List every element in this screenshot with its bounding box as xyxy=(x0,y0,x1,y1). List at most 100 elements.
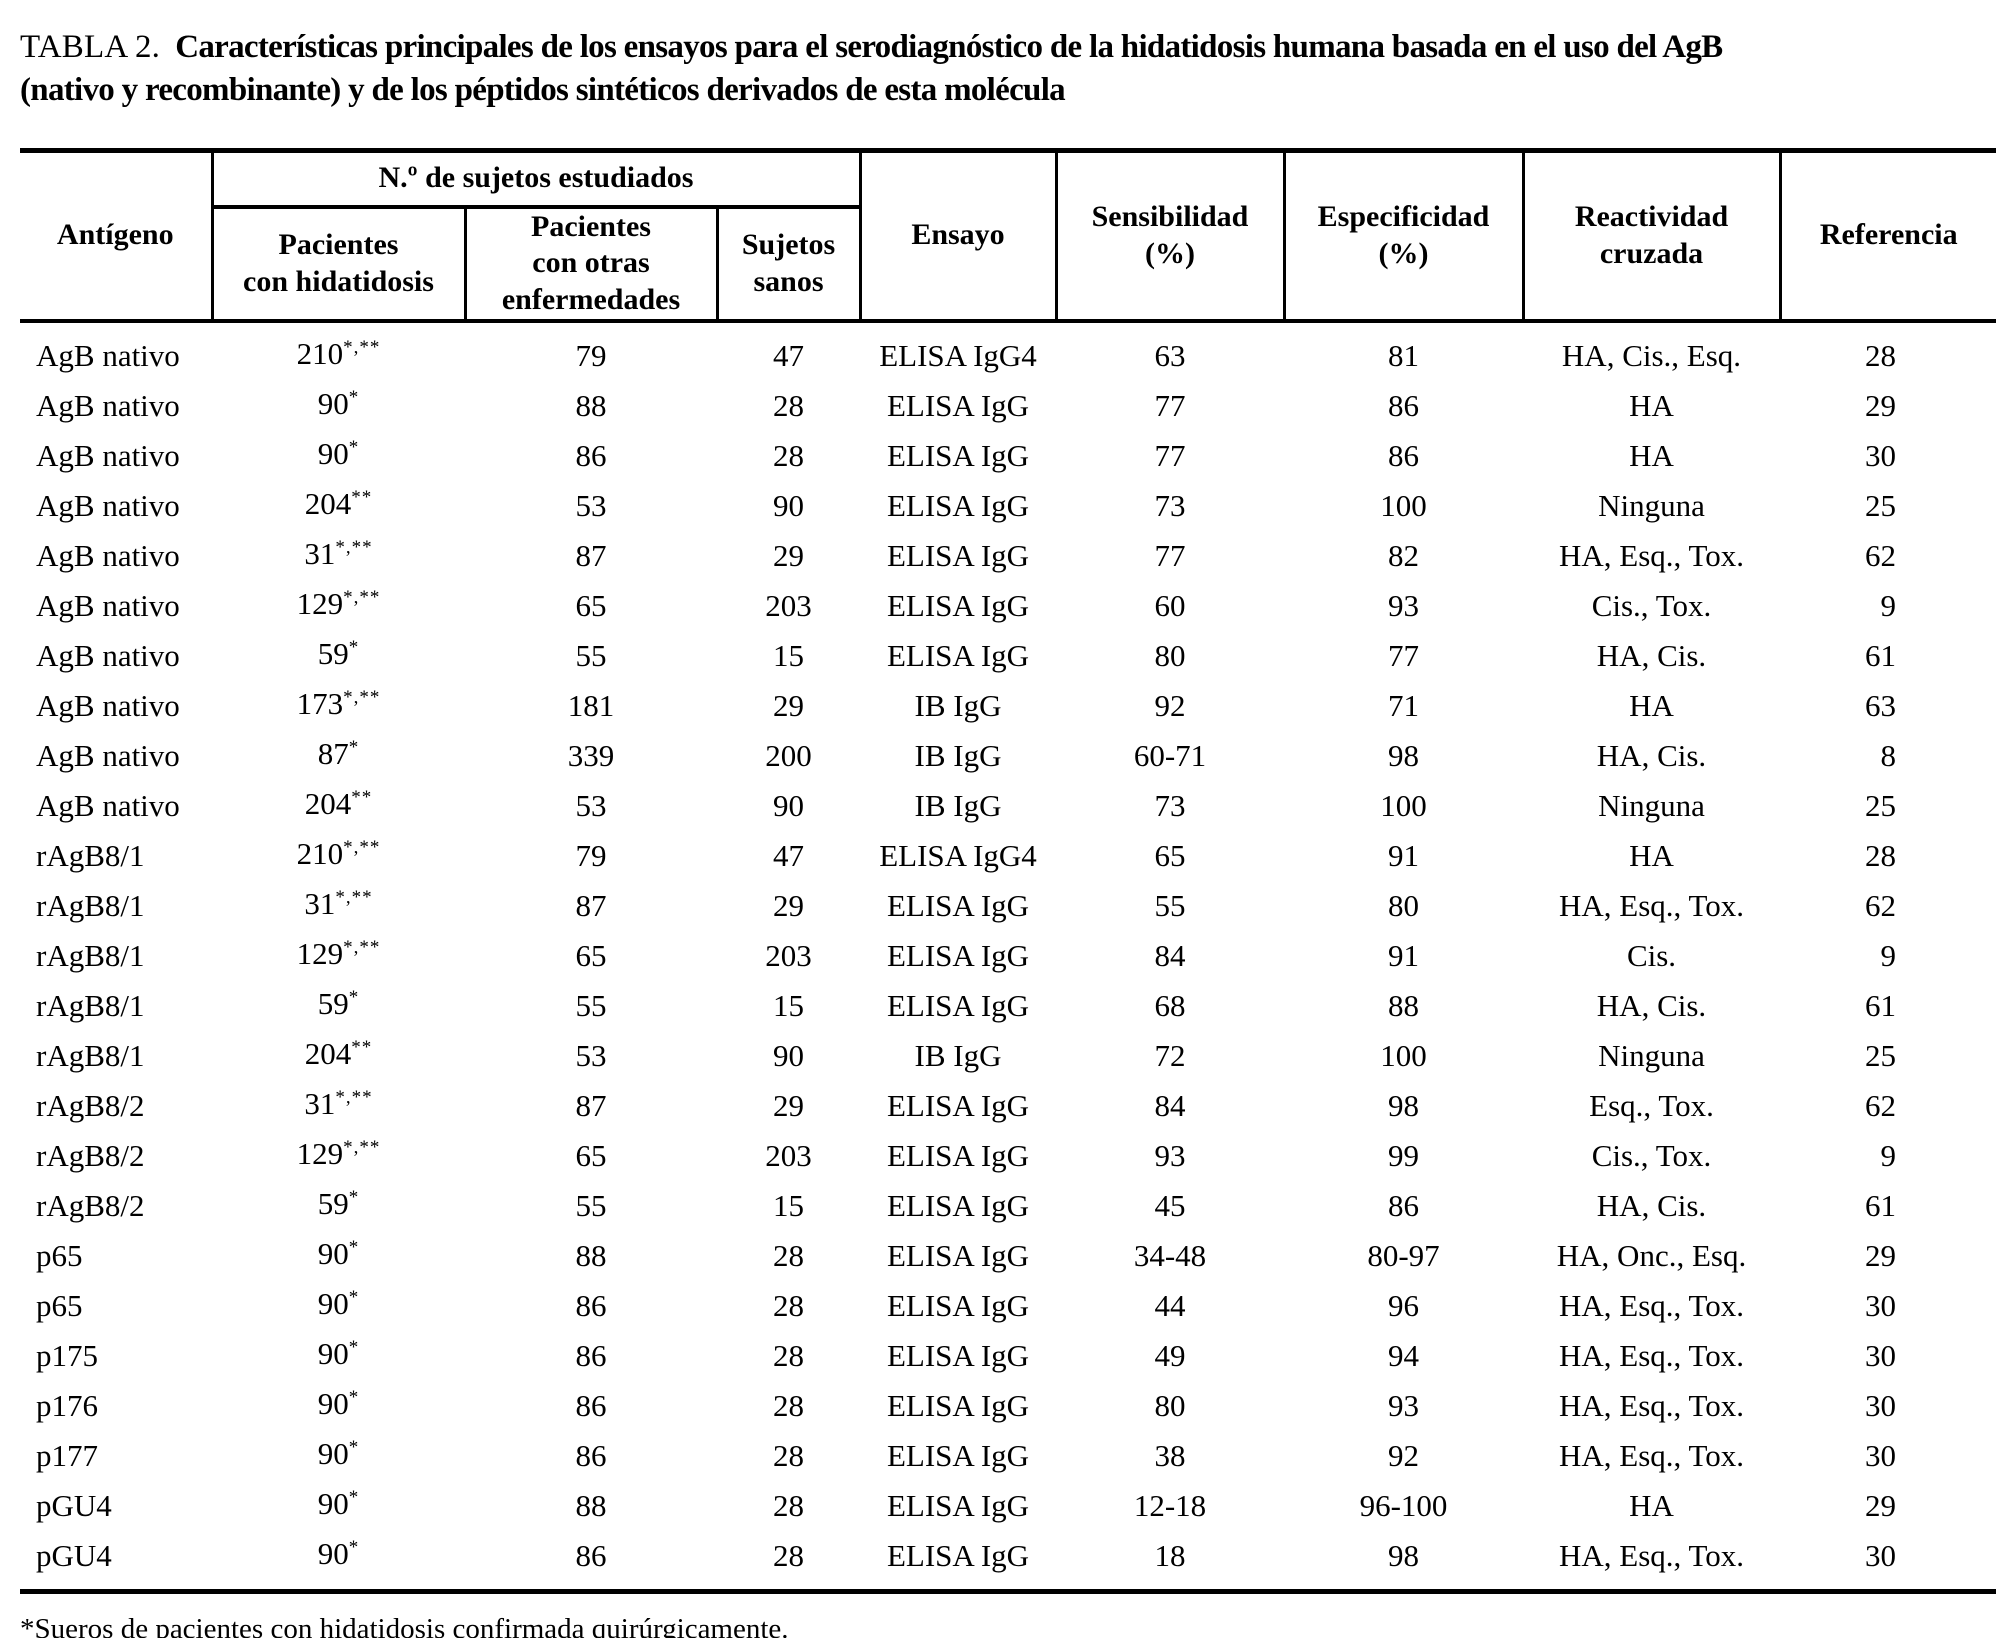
cell-specificity: 80 xyxy=(1388,888,1419,924)
header-cross-reactivity-line-2: cruzada xyxy=(1599,236,1704,270)
cell-patients-other: 181 xyxy=(567,688,615,724)
footnote-marker: * xyxy=(348,1487,360,1509)
footnote-marker: *,** xyxy=(335,887,373,909)
table-row: rAgB8/1 59* 55 15 ELISA IgG 68 88 HA, Cis. 61 xyxy=(20,981,1996,1031)
cell-assay: ELISA IgG4 xyxy=(879,838,1037,874)
cell-sensitivity: 55 xyxy=(1154,888,1186,924)
cell-patients-hydatidosis: 90* xyxy=(212,1481,465,1531)
cell-sensitivity: 77 xyxy=(1154,538,1186,574)
cell-sensitivity: 34-48 xyxy=(1133,1238,1207,1274)
footnote-marker: * xyxy=(348,387,360,409)
cell-cross-reactivity: HA, Cis. xyxy=(1596,638,1707,674)
title-line-1: TABLA 2. Características principales de … xyxy=(20,26,1996,69)
cell-healthy-subjects: 15 xyxy=(773,638,804,674)
cell-cross-reactivity: Ninguna xyxy=(1598,488,1705,524)
cell-cross-reactivity: HA, Esq., Tox. xyxy=(1559,1338,1744,1374)
table-row: AgB nativo 31*,** 87 29 ELISA IgG 77 82 HA, Esq… xyxy=(20,531,1996,581)
table-row: p65 90* 86 28 ELISA IgG 44 96 HA, Esq., Tox. 30 xyxy=(20,1281,1996,1331)
cell-sensitivity: 60-71 xyxy=(1133,738,1207,774)
cell-patients-other: 55 xyxy=(575,1188,607,1224)
cell-antigen: p65 xyxy=(36,1288,83,1324)
cell-assay: ELISA IgG xyxy=(886,1488,1030,1524)
cell-sensitivity: 84 xyxy=(1154,1088,1186,1124)
cell-reference: 61 xyxy=(1865,638,1896,674)
cell-assay: ELISA IgG xyxy=(886,988,1030,1024)
table-row: AgB nativo 59* 55 15 ELISA IgG 80 77 HA, Cis. 61 xyxy=(20,631,1996,681)
cell-sensitivity: 65 xyxy=(1154,838,1186,874)
cell-patients-other: 86 xyxy=(575,1388,607,1424)
cell-sensitivity: 44 xyxy=(1154,1288,1186,1324)
table-row: rAgB8/2 129*,** 65 203 ELISA IgG 93 99 Cis., To… xyxy=(20,1131,1996,1181)
cell-patients-hydatidosis: 90* xyxy=(212,1531,465,1592)
cell-cross-reactivity: HA xyxy=(1629,438,1674,474)
title-text-2: (nativo y recombinante) y de los péptido… xyxy=(20,71,1066,108)
cell-patients-hydatidosis: 129*,** xyxy=(212,581,465,631)
cell-specificity: 86 xyxy=(1388,1188,1419,1224)
cell-assay: ELISA IgG xyxy=(886,888,1030,924)
cell-specificity: 94 xyxy=(1388,1338,1419,1374)
cell-patients-other: 87 xyxy=(575,888,607,924)
cell-sensitivity: 18 xyxy=(1154,1538,1186,1574)
cell-patients-other: 88 xyxy=(575,1488,607,1524)
table-body: AgB nativo 210*,** 79 47 ELISA IgG4 63 81 HA, C… xyxy=(20,321,1996,1592)
cell-specificity: 77 xyxy=(1388,638,1419,674)
patients-hydatidosis-value: 87 xyxy=(317,735,349,771)
cell-assay: ELISA IgG xyxy=(886,1188,1030,1224)
cell-patients-other: 86 xyxy=(575,438,607,474)
cell-specificity: 98 xyxy=(1388,1088,1419,1124)
cell-healthy-subjects: 90 xyxy=(773,1038,804,1074)
cell-cross-reactivity: Ninguna xyxy=(1598,1038,1705,1074)
cell-healthy-subjects: 28 xyxy=(773,388,804,424)
cell-cross-reactivity: HA xyxy=(1629,1488,1674,1524)
cell-specificity: 93 xyxy=(1388,588,1419,624)
results-table: Antígeno N.º de sujetos estudiados Ensay… xyxy=(20,147,1996,1594)
cell-assay: ELISA IgG xyxy=(886,1288,1030,1324)
cell-patients-other: 79 xyxy=(575,338,607,374)
cell-sensitivity: 63 xyxy=(1154,338,1186,374)
cell-sensitivity: 72 xyxy=(1154,1038,1186,1074)
cell-reference: 29 xyxy=(1865,1238,1896,1274)
cell-sensitivity: 49 xyxy=(1154,1338,1186,1374)
cell-sensitivity: 80 xyxy=(1154,638,1186,674)
cell-specificity: 88 xyxy=(1388,988,1419,1024)
table-row: rAgB8/1 210*,** 79 47 ELISA IgG4 65 91 HA 28 xyxy=(20,831,1996,881)
cell-healthy-subjects: 203 xyxy=(765,588,812,624)
footnote-marker: ** xyxy=(351,787,373,809)
header-row-2: Pacientes con hidatidosis Pacientes con … xyxy=(20,206,1996,323)
cell-cross-reactivity: HA, Esq., Tox. xyxy=(1559,1388,1744,1424)
cell-assay: ELISA IgG xyxy=(886,1088,1030,1124)
cell-cross-reactivity: HA, Cis. xyxy=(1596,738,1707,774)
cell-sensitivity: 93 xyxy=(1154,1138,1186,1174)
cell-patients-other: 86 xyxy=(575,1438,607,1474)
cell-patients-hydatidosis: 90* xyxy=(212,1431,465,1481)
footnote-marker: * xyxy=(348,1537,360,1559)
header-patients-hydatidosis: Pacientes con hidatidosis xyxy=(210,206,465,323)
cell-assay: ELISA IgG xyxy=(886,438,1030,474)
cell-assay: IB IgG xyxy=(914,688,1002,724)
cell-antigen: p175 xyxy=(36,1338,98,1374)
cell-patients-other: 339 xyxy=(567,738,615,774)
cell-healthy-subjects: 28 xyxy=(773,1438,804,1474)
cell-specificity: 80-97 xyxy=(1367,1238,1440,1274)
cell-specificity: 91 xyxy=(1388,838,1419,874)
cell-reference: 62 xyxy=(1865,538,1896,574)
header-reference: Referencia xyxy=(1778,150,1996,323)
cell-cross-reactivity: HA, Esq., Tox. xyxy=(1559,1538,1744,1574)
header-specificity: Especificidad (%) xyxy=(1282,150,1523,323)
cell-assay: ELISA IgG xyxy=(886,1388,1030,1424)
cell-patients-other: 65 xyxy=(575,938,607,974)
cell-cross-reactivity: HA, Esq., Tox. xyxy=(1559,1288,1744,1324)
title-label: TABLA 2. xyxy=(20,29,161,65)
cell-antigen: rAgB8/1 xyxy=(36,938,145,974)
cell-antigen: rAgB8/1 xyxy=(36,838,145,874)
table-row: p176 90* 86 28 ELISA IgG 80 93 HA, Esq., Tox. 30 xyxy=(20,1381,1996,1431)
footnote-marker: * xyxy=(348,737,360,759)
cell-reference: 62 xyxy=(1865,1088,1896,1124)
cell-assay: ELISA IgG4 xyxy=(879,338,1037,374)
cell-assay: ELISA IgG xyxy=(886,488,1030,524)
cell-reference: 9 xyxy=(1880,588,1897,624)
cell-reference: 25 xyxy=(1865,788,1896,824)
cell-assay: IB IgG xyxy=(914,788,1002,824)
cell-antigen: AgB nativo xyxy=(36,388,180,424)
